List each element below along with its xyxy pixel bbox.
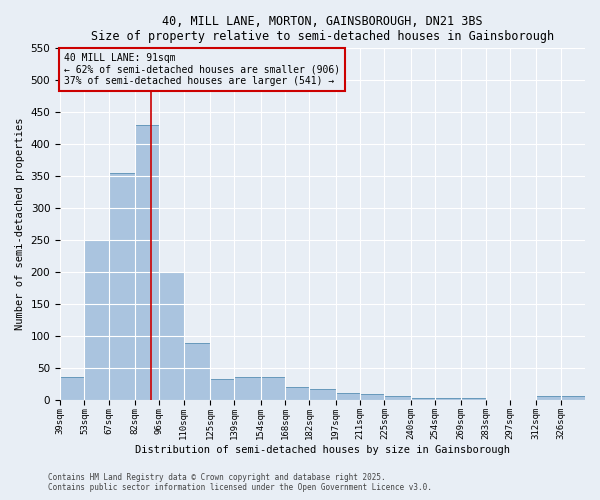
Bar	[310, 388, 335, 400]
Title: 40, MILL LANE, MORTON, GAINSBOROUGH, DN21 3BS
Size of property relative to semi-: 40, MILL LANE, MORTON, GAINSBOROUGH, DN2…	[91, 15, 554, 43]
Bar	[60, 377, 85, 400]
Y-axis label: Number of semi-detached properties: Number of semi-detached properties	[15, 118, 25, 330]
Bar	[260, 377, 285, 400]
X-axis label: Distribution of semi-detached houses by size in Gainsborough: Distribution of semi-detached houses by …	[135, 445, 510, 455]
Bar	[335, 393, 360, 400]
Bar	[85, 240, 109, 400]
Bar	[109, 173, 135, 400]
Bar	[385, 396, 410, 400]
Bar	[410, 398, 435, 400]
Bar	[285, 387, 310, 400]
Text: 40 MILL LANE: 91sqm
← 62% of semi-detached houses are smaller (906)
37% of semi-: 40 MILL LANE: 91sqm ← 62% of semi-detach…	[64, 53, 340, 86]
Bar	[435, 398, 461, 400]
Bar	[210, 379, 235, 400]
Bar	[135, 125, 160, 400]
Bar	[461, 398, 485, 400]
Text: Contains HM Land Registry data © Crown copyright and database right 2025.
Contai: Contains HM Land Registry data © Crown c…	[48, 473, 432, 492]
Bar	[235, 377, 260, 400]
Bar	[160, 272, 184, 400]
Bar	[360, 394, 385, 400]
Bar	[536, 396, 560, 400]
Bar	[184, 344, 210, 400]
Bar	[560, 396, 585, 400]
